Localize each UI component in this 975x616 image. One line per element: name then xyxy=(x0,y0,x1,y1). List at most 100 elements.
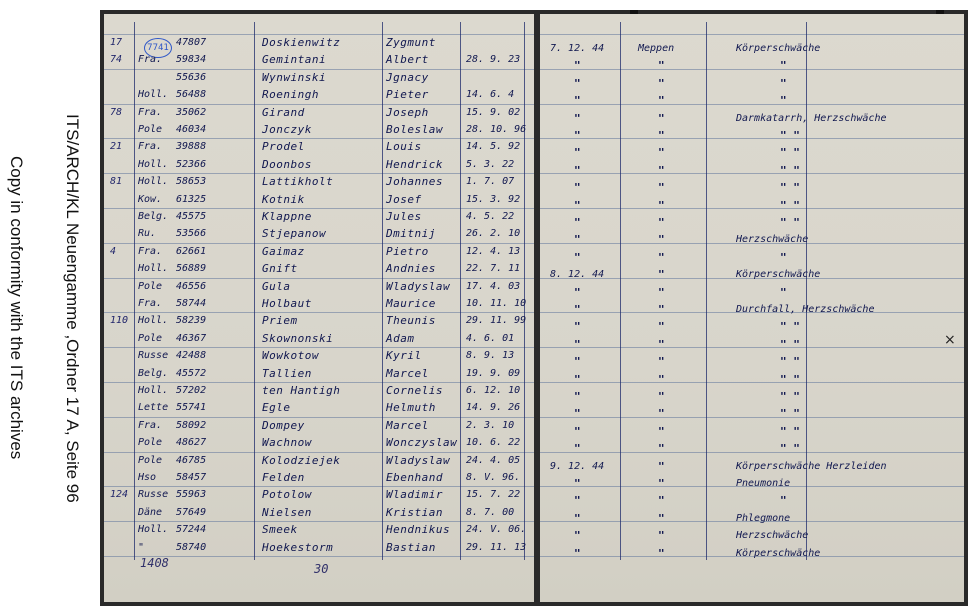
ruled-line xyxy=(540,556,964,557)
nationality: Ru. xyxy=(138,228,157,240)
column-rule xyxy=(134,22,135,560)
death-place: Meppen xyxy=(638,43,675,54)
cause-of-death: Herzschwäche xyxy=(736,530,809,542)
cause-of-death: " " xyxy=(780,198,800,212)
surname: Wowkotow xyxy=(262,349,319,363)
surname: Klappne xyxy=(262,210,312,223)
first-name: Ebenhand xyxy=(386,471,443,484)
prisoner-number: 55963 xyxy=(176,489,207,501)
first-name: Pieter xyxy=(386,88,429,102)
death-place: " xyxy=(658,250,665,264)
surname: Doskienwitz xyxy=(262,36,341,49)
surname: Gemintani xyxy=(262,53,327,67)
ruled-line xyxy=(540,451,964,453)
nationality: Lette xyxy=(138,402,169,414)
death-date: 7. 12. 44 xyxy=(550,43,605,54)
first-name: Wladimir xyxy=(386,488,443,502)
cause-of-death: Pneumonie xyxy=(736,478,791,489)
ruled-line xyxy=(540,486,964,488)
first-name: Hendrick xyxy=(386,157,443,171)
cause-of-death: " " xyxy=(780,337,800,351)
prisoner-number: 53566 xyxy=(176,228,207,240)
cause-of-death: " xyxy=(780,59,787,73)
ledger-right-page: × 7. 12. 44 Meppen Körperschwäche " " " " " " " " "… xyxy=(540,14,964,602)
column-rule xyxy=(706,22,707,560)
death-place: " xyxy=(658,129,665,142)
first-name: Dmitnij xyxy=(386,227,436,241)
death-place: " xyxy=(658,285,665,299)
cause-of-death: " " xyxy=(780,129,800,142)
nationality: Pole xyxy=(138,437,163,449)
death-place: " xyxy=(658,477,665,490)
surname: Gula xyxy=(262,279,291,293)
surname: Gaimaz xyxy=(262,244,305,258)
surname: Hoekestorm xyxy=(262,540,334,554)
death-place: " xyxy=(658,303,665,316)
cause-of-death: " " xyxy=(780,390,800,403)
death-date: " xyxy=(574,477,581,490)
ruled-line xyxy=(104,34,534,35)
death-date: " xyxy=(574,233,581,247)
ruled-line xyxy=(104,486,534,488)
birth-date: 2. 3. 10 xyxy=(466,419,515,431)
nationality: Pole xyxy=(138,332,163,344)
prisoner-number: 48627 xyxy=(176,437,207,449)
birth-date: 8. V. 96. xyxy=(466,472,521,483)
death-date: " xyxy=(574,320,581,334)
ruled-line xyxy=(104,556,534,557)
first-name: Theunis xyxy=(386,314,436,328)
prisoner-number: 58092 xyxy=(176,419,207,431)
prisoner-number: 59834 xyxy=(176,54,207,66)
death-date: " xyxy=(574,76,581,90)
margin-number: 81 xyxy=(110,176,123,188)
death-date: " xyxy=(574,390,581,403)
death-place: " xyxy=(658,459,665,473)
column-rule xyxy=(524,22,525,560)
ruled-line xyxy=(540,138,964,140)
surname: Smeek xyxy=(262,523,298,537)
column-rule xyxy=(806,22,807,560)
surname: Doonbos xyxy=(262,157,312,171)
death-place: " xyxy=(658,181,665,195)
ruled-line xyxy=(104,138,534,140)
death-place: " xyxy=(658,511,665,525)
prisoner-number: 46556 xyxy=(176,280,207,292)
prisoner-number: 45575 xyxy=(176,211,207,222)
ruled-line xyxy=(540,208,964,209)
nationality: Belg. xyxy=(138,211,169,222)
prisoner-number: 46367 xyxy=(176,332,207,344)
column-rule xyxy=(382,22,383,560)
death-date: " xyxy=(574,129,581,142)
death-place: " xyxy=(658,146,665,160)
ruled-line xyxy=(540,103,964,105)
first-name: Maurice xyxy=(386,297,436,310)
margin-number: 4 xyxy=(110,245,117,257)
nationality: Belg. xyxy=(138,367,169,379)
prisoner-number: 61325 xyxy=(176,193,207,205)
birth-date: 22. 7. 11 xyxy=(466,263,521,275)
ruled-line xyxy=(540,347,964,349)
birth-date: 10. 11. 10 xyxy=(466,298,527,309)
surname: Prodel xyxy=(262,140,305,154)
surname: Egle xyxy=(262,401,291,415)
death-place: " xyxy=(658,424,665,438)
cause-of-death: " " xyxy=(780,320,800,334)
birth-date: 12. 4. 13 xyxy=(466,245,521,257)
cause-of-death: Herzschwäche xyxy=(736,234,809,246)
prisoner-number: 46785 xyxy=(176,454,207,466)
nationality: Pole xyxy=(138,280,163,292)
margin-number: 21 xyxy=(110,141,123,153)
ruled-line xyxy=(104,103,534,105)
prisoner-number: 58239 xyxy=(176,315,207,327)
prisoner-number: 62661 xyxy=(176,245,207,257)
birth-date: 29. 11. 99 xyxy=(466,315,527,327)
nationality: Holl. xyxy=(138,385,169,396)
death-date: " xyxy=(574,303,581,316)
first-name: Marcel xyxy=(386,366,429,380)
death-date: " xyxy=(574,198,581,212)
nationality: Russe xyxy=(138,489,169,501)
nationality: " xyxy=(138,541,145,553)
birth-date: 15. 3. 92 xyxy=(466,193,521,205)
first-name: Wonczyslaw xyxy=(386,436,458,450)
cause-of-death: " xyxy=(780,494,787,508)
